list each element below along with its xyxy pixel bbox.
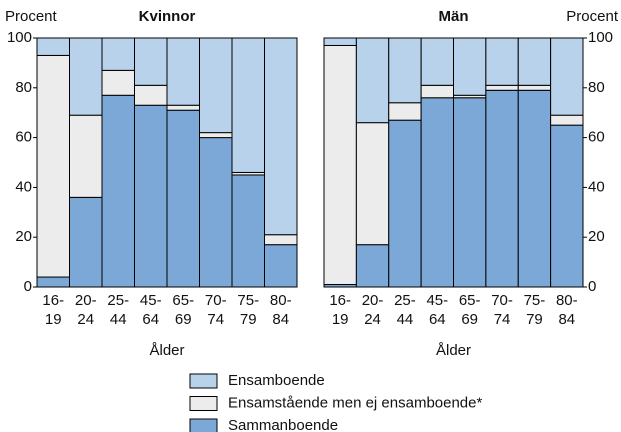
y-axis-label: Procent (566, 8, 619, 25)
bar-segment (36, 276, 70, 288)
plot-frame (36, 37, 298, 288)
y-tick-label: 60 (588, 129, 605, 146)
bar-segment (69, 114, 103, 198)
y-tick-label: 100 (588, 29, 613, 46)
x-tick-label: 20-24 (362, 292, 384, 328)
y-tick-label: 20 (15, 228, 32, 245)
bar-segment (355, 122, 390, 246)
x-tick-label: 70-74 (491, 292, 513, 328)
x-axis-label: Ålder (436, 342, 471, 359)
y-axis-label: Procent (5, 8, 58, 25)
y-tick-label: 0 (24, 278, 32, 295)
bar-segment (134, 37, 168, 86)
plot-frame (323, 37, 584, 288)
bar-segment (517, 89, 552, 288)
bar-segment (101, 37, 135, 71)
bar-segment (485, 89, 519, 288)
bar-segment (166, 37, 200, 106)
bar-segment (199, 132, 233, 139)
bar-segment (101, 69, 135, 96)
legend-swatch (189, 373, 218, 389)
x-tick-label: 65-69 (172, 292, 194, 328)
x-tick-label: 25-44 (394, 292, 416, 328)
bar-segment (517, 37, 552, 86)
bar-segment (420, 84, 454, 99)
bar-segment (517, 84, 552, 91)
x-tick-label: 16-19 (329, 292, 351, 328)
y-tick-label: 40 (15, 178, 32, 195)
bar-segment (264, 244, 298, 288)
bar-segment (69, 37, 103, 116)
x-tick-label: 45-64 (426, 292, 448, 328)
x-axis-label: Ålder (149, 342, 184, 359)
bar-segment (199, 37, 233, 134)
bar-segment (323, 44, 357, 286)
y-tick-label: 80 (15, 79, 32, 96)
bar-segment (231, 174, 265, 288)
legend-swatch (189, 396, 218, 411)
y-tick-label: 100 (7, 29, 32, 46)
bar-segment (166, 109, 200, 288)
bar-segment (134, 84, 168, 106)
bar-segment (550, 124, 584, 288)
legend-label: Ensamstående men ej ensamboende* (228, 394, 482, 411)
bar-segment (199, 137, 233, 288)
bar-segment (264, 234, 298, 246)
legend-label: Ensamboende (228, 372, 325, 389)
bar-segment (323, 37, 357, 46)
bar-segment (453, 37, 487, 96)
y-tick-label: 80 (588, 79, 605, 96)
bar-segment (550, 37, 584, 116)
bar-segment (485, 37, 519, 86)
bar-segment (388, 102, 422, 121)
x-tick-label: 75-79 (524, 292, 546, 328)
bar-segment (420, 37, 454, 86)
x-tick-label: 20-24 (75, 292, 97, 328)
y-tick-label: 40 (588, 178, 605, 195)
bar-segment (355, 37, 390, 124)
y-tick-label: 60 (15, 129, 32, 146)
y-tick-label: 0 (588, 278, 596, 295)
bar-segment (453, 97, 487, 288)
legend-label: Sammanboende (228, 417, 338, 432)
x-tick-label: 25-44 (107, 292, 129, 328)
bar-segment (36, 54, 70, 278)
bar-segment (36, 37, 70, 56)
bar-segment (231, 37, 265, 173)
bar-segment (264, 37, 298, 236)
x-tick-label: 80-84 (270, 292, 292, 328)
x-tick-label: 45-64 (140, 292, 162, 328)
chart-title: Män (439, 8, 469, 25)
bar-segment (69, 196, 103, 288)
bar-segment (134, 104, 168, 288)
bar-segment (355, 244, 390, 288)
x-tick-label: 80-84 (556, 292, 578, 328)
bar-segment (101, 94, 135, 288)
bar-segment (550, 114, 584, 126)
x-tick-label: 65-69 (459, 292, 481, 328)
bar-segment (485, 84, 519, 91)
x-tick-label: 75-79 (237, 292, 259, 328)
x-tick-label: 70-74 (205, 292, 227, 328)
bar-segment (166, 104, 200, 111)
x-tick-label: 16-19 (42, 292, 64, 328)
bar-segment (420, 97, 454, 288)
y-tick-label: 20 (588, 228, 605, 245)
chart-title: Kvinnor (139, 8, 196, 25)
bar-segment (388, 37, 422, 104)
legend-swatch (189, 418, 218, 432)
bar-segment (388, 119, 422, 288)
